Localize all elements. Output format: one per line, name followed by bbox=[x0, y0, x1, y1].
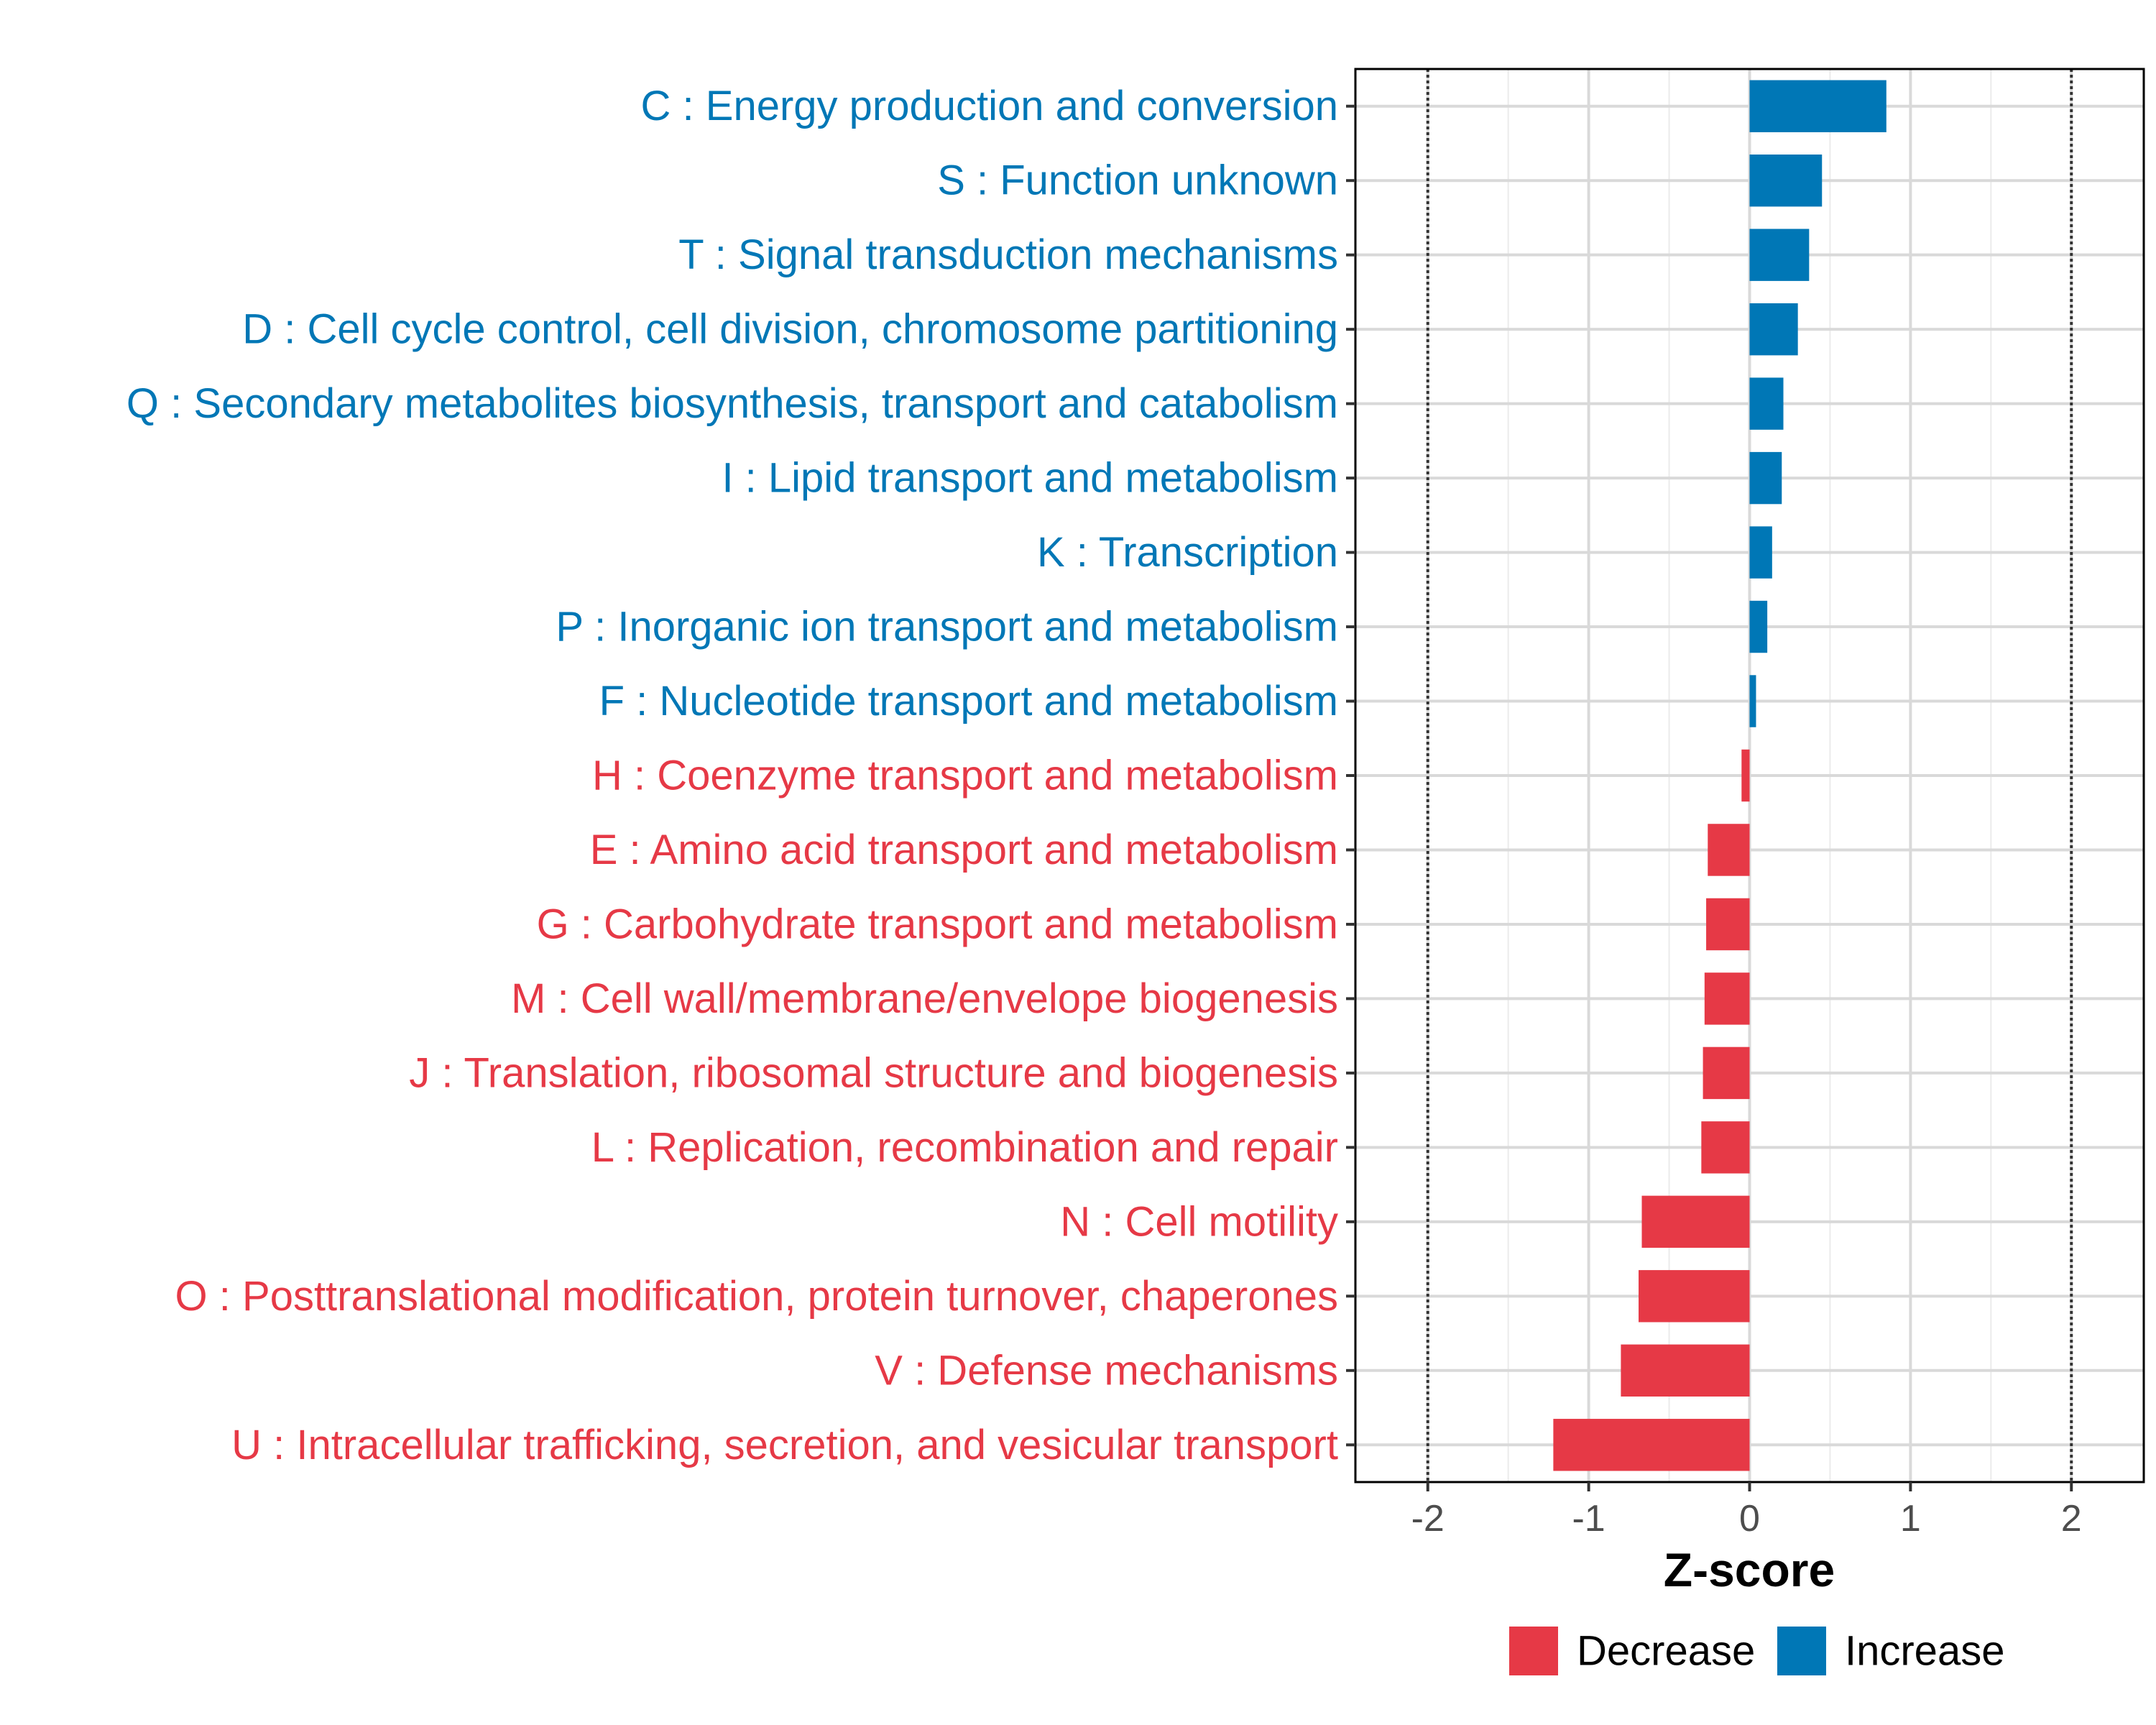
legend: Decrease Increase bbox=[1509, 1627, 2004, 1675]
legend-label: Decrease bbox=[1577, 1628, 1755, 1675]
x-axis-ticks: -2 -1 0 1 2 bbox=[1411, 1482, 2082, 1540]
bar bbox=[1741, 749, 1750, 802]
bar bbox=[1749, 229, 1810, 281]
bar bbox=[1749, 451, 1782, 505]
x-tick-label: 1 bbox=[1900, 1498, 1921, 1540]
legend-key bbox=[1509, 1627, 1558, 1675]
category-label: P : Inorganic ion transport and metaboli… bbox=[556, 604, 1338, 650]
category-label: Q : Secondary metabolites biosynthesis, … bbox=[126, 380, 1338, 427]
category-labels: C : Energy production and conversion S : … bbox=[126, 83, 1355, 1468]
bar bbox=[1749, 600, 1768, 653]
category-label: C : Energy production and conversion bbox=[641, 83, 1338, 129]
category-label: D : Cell cycle control, cell division, c… bbox=[242, 306, 1338, 353]
category-label: I : Lipid transport and metabolism bbox=[722, 455, 1338, 502]
category-label: G : Carbohydrate transport and metabolis… bbox=[537, 901, 1338, 947]
x-axis-title: Z-score bbox=[1664, 1543, 1835, 1596]
bar bbox=[1703, 1046, 1750, 1100]
category-label: M : Cell wall/membrane/envelope biogenes… bbox=[511, 975, 1338, 1022]
bar bbox=[1749, 377, 1784, 430]
bar bbox=[1706, 898, 1750, 951]
x-tick-label: -1 bbox=[1572, 1498, 1605, 1540]
legend-key bbox=[1777, 1627, 1826, 1675]
category-label: O : Posttranslational modification, prot… bbox=[175, 1273, 1338, 1320]
category-label: N : Cell motility bbox=[1060, 1198, 1338, 1245]
category-label: T : Signal transduction mechanisms bbox=[678, 231, 1338, 278]
bar bbox=[1749, 303, 1798, 356]
category-label: L : Replication, recombination and repai… bbox=[591, 1124, 1338, 1171]
bar bbox=[1641, 1195, 1750, 1248]
bars-layer bbox=[1553, 80, 1886, 1471]
category-label: U : Intracellular trafficking, secretion… bbox=[231, 1422, 1338, 1468]
category-label: K : Transcription bbox=[1037, 529, 1338, 576]
x-tick-label: -2 bbox=[1411, 1498, 1445, 1540]
category-label: F : Nucleotide transport and metabolism bbox=[599, 678, 1338, 724]
x-tick-label: 2 bbox=[2061, 1498, 2082, 1540]
bar bbox=[1639, 1270, 1750, 1322]
bar bbox=[1749, 526, 1772, 579]
bar bbox=[1621, 1344, 1750, 1397]
category-label: E : Amino acid transport and metabolism bbox=[590, 827, 1338, 873]
bar bbox=[1708, 824, 1750, 876]
category-label: H : Coenzyme transport and metabolism bbox=[592, 753, 1338, 799]
x-tick-label: 0 bbox=[1739, 1498, 1760, 1540]
category-label: J : Translation, ribosomal structure and… bbox=[409, 1049, 1338, 1096]
bar bbox=[1749, 154, 1823, 207]
bar bbox=[1701, 1121, 1750, 1174]
bar bbox=[1553, 1419, 1750, 1471]
legend-label: Increase bbox=[1845, 1628, 2004, 1675]
category-label: V : Defense mechanisms bbox=[875, 1347, 1338, 1394]
bar bbox=[1749, 80, 1886, 132]
bar bbox=[1749, 675, 1756, 727]
bar bbox=[1704, 972, 1750, 1025]
category-label: S : Function unknown bbox=[937, 157, 1338, 204]
